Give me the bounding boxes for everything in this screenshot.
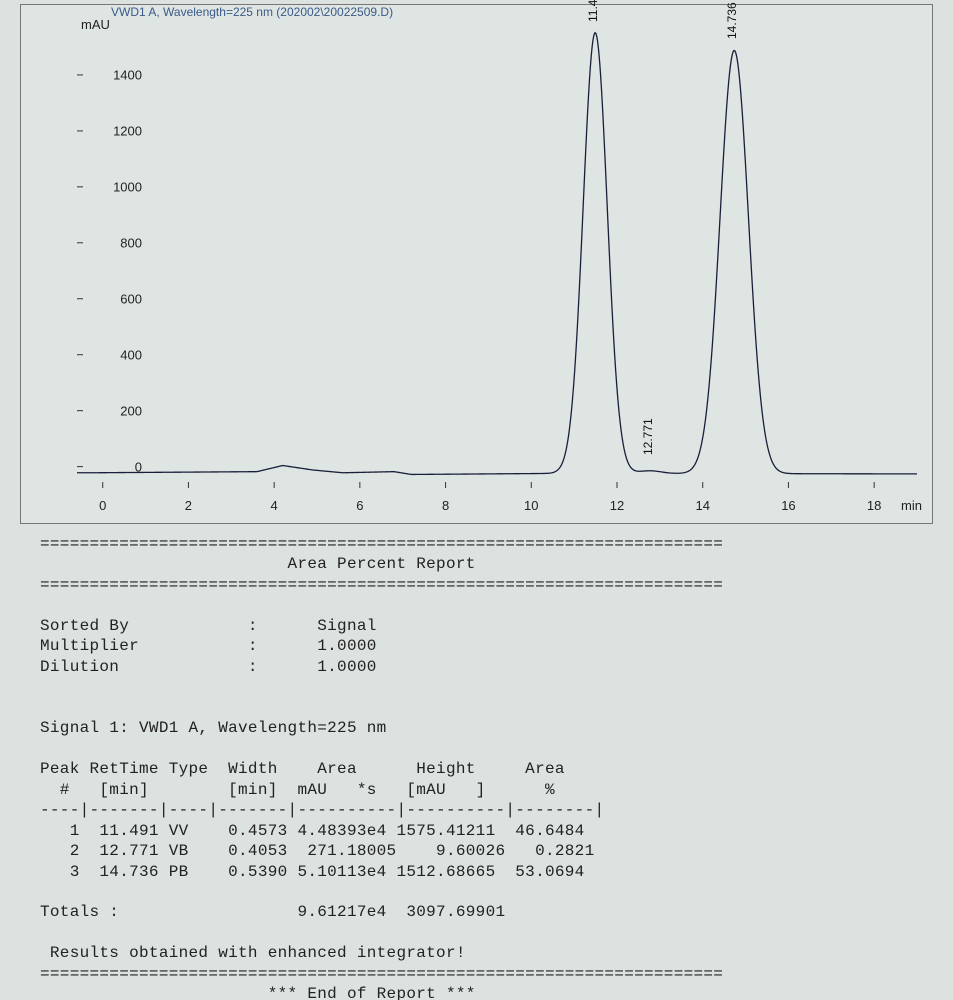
chromatogram-chart: VWD1 A, Wavelength=225 nm (202002\200225… bbox=[20, 4, 933, 524]
x-tick-label: 4 bbox=[271, 498, 278, 513]
x-tick-label: 12 bbox=[610, 498, 624, 513]
x-tick-label: 10 bbox=[524, 498, 538, 513]
x-tick-label: 18 bbox=[867, 498, 881, 513]
y-tick-label: 0 bbox=[102, 459, 142, 474]
x-tick-label: 14 bbox=[695, 498, 709, 513]
chart-plot bbox=[77, 19, 917, 489]
y-tick-label: 400 bbox=[102, 347, 142, 362]
peak-label: 11.491 bbox=[586, 0, 600, 22]
peak-label: 14.736 bbox=[725, 3, 739, 40]
report-text: ========================================… bbox=[40, 534, 913, 1000]
y-tick-label: 800 bbox=[102, 235, 142, 250]
x-tick-label: 6 bbox=[356, 498, 363, 513]
page-root: VWD1 A, Wavelength=225 nm (202002\200225… bbox=[0, 4, 953, 1000]
y-tick-label: 600 bbox=[102, 291, 142, 306]
chart-xlabel: min bbox=[901, 498, 922, 513]
y-tick-label: 200 bbox=[102, 403, 142, 418]
y-tick-label: 1400 bbox=[102, 67, 142, 82]
y-tick-label: 1000 bbox=[102, 179, 142, 194]
x-tick-label: 0 bbox=[99, 498, 106, 513]
y-tick-label: 1200 bbox=[102, 123, 142, 138]
chart-title: VWD1 A, Wavelength=225 nm (202002\200225… bbox=[111, 5, 393, 19]
x-tick-label: 16 bbox=[781, 498, 795, 513]
x-tick-label: 8 bbox=[442, 498, 449, 513]
peak-label: 12.771 bbox=[641, 418, 655, 455]
x-tick-label: 2 bbox=[185, 498, 192, 513]
